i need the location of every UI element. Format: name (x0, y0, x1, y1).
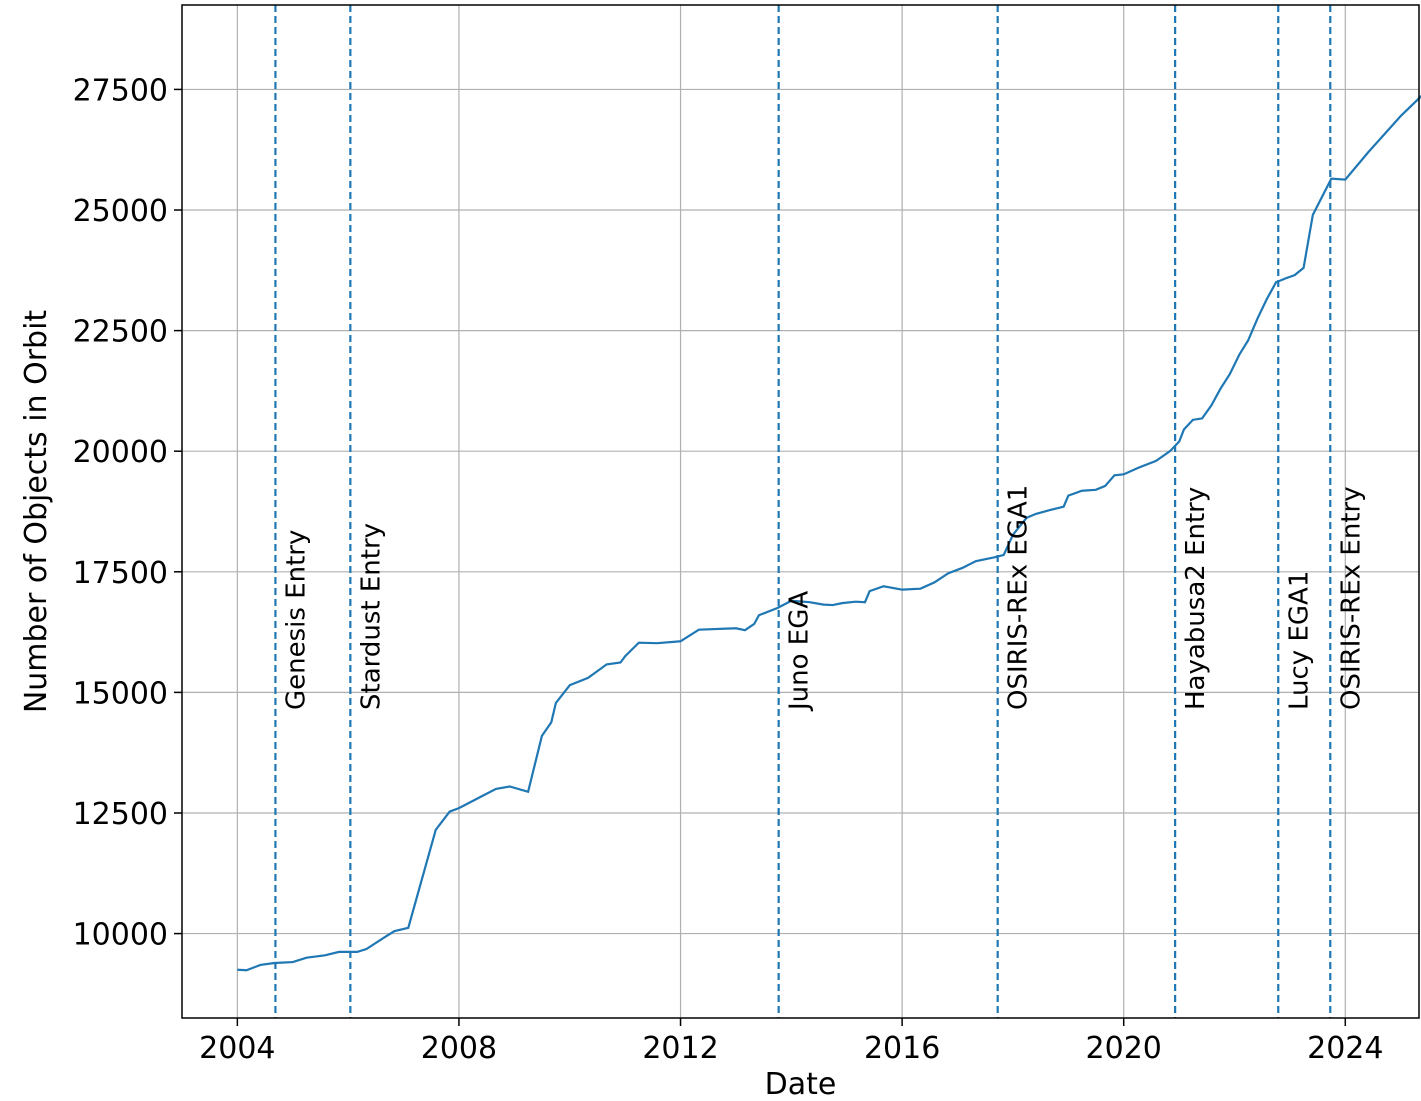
x-tick-label: 2016 (864, 1031, 940, 1066)
event-label: OSIRIS-REx EGA1 (1004, 485, 1034, 710)
event-label: Hayabusa2 Entry (1181, 487, 1211, 710)
event-label: Juno EGA (785, 591, 815, 712)
x-axis-label: Date (765, 1067, 837, 1101)
event-labels: Genesis Entry Stardust Entry Juno EGA OSIRI… (281, 485, 1366, 712)
y-axis-label: Number of Objects in Orbit (19, 310, 54, 714)
x-tick-label: 2004 (199, 1031, 275, 1066)
y-tick-label: 22500 (73, 315, 168, 350)
event-label: Lucy EGA1 (1284, 571, 1314, 710)
y-tick-label: 12500 (73, 797, 168, 832)
y-tick-label: 10000 (73, 918, 168, 953)
x-tick-label: 2008 (421, 1031, 497, 1066)
series-line-objects-in-orbit (237, 94, 1421, 972)
event-label: Stardust Entry (356, 523, 386, 710)
x-tick-label: 2024 (1307, 1031, 1383, 1066)
event-label: OSIRIS-REx Entry (1336, 486, 1366, 710)
y-tick-label: 27500 (73, 73, 168, 108)
x-tick-label: 2012 (642, 1031, 718, 1066)
event-label: Genesis Entry (281, 530, 311, 710)
y-tick-label: 15000 (73, 676, 168, 711)
y-tick-label: 25000 (73, 194, 168, 229)
x-axis-ticks: 2004 2008 2012 2016 2020 2024 (199, 1018, 1383, 1066)
grid (182, 5, 1419, 1018)
y-tick-label: 17500 (73, 556, 168, 591)
plot-frame (181, 4, 1420, 1019)
y-tick-label: 20000 (73, 435, 168, 470)
y-axis-ticks: 10000 12500 15000 17500 20000 22500 25000 27500 (73, 73, 182, 953)
x-tick-label: 2020 (1086, 1031, 1162, 1066)
event-lines (274, 5, 1332, 1018)
